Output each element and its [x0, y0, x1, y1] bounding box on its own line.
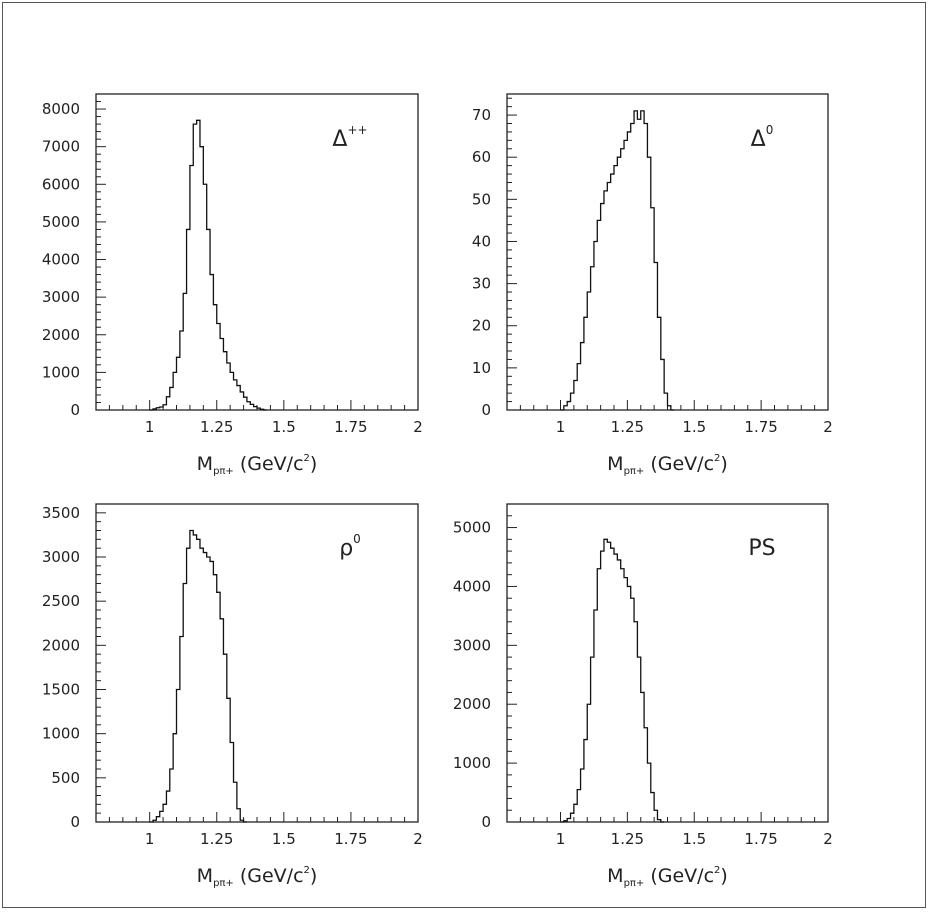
y-tick-label: 0	[70, 813, 80, 831]
y-tick-label: 3500	[42, 504, 80, 522]
x-tick-label: 1.75	[744, 830, 777, 848]
y-tick-label: 2000	[42, 636, 80, 654]
y-tick-label: 2500	[42, 592, 80, 610]
x-axis-label: Mpπ+ (GeV/c2)	[197, 865, 318, 889]
panel-3: 0 500 1000 1500 2000 2500 3000 3500 1 1.25 1.5 1.75…	[42, 503, 423, 889]
y-tick-label: 3000	[42, 288, 80, 306]
plot-frame	[95, 503, 419, 823]
y-tick-label: 3000	[42, 548, 80, 566]
y-tick-label: 5000	[42, 213, 80, 231]
y-tick-label: 1000	[42, 363, 80, 381]
y-tick-label: 8000	[42, 100, 80, 118]
histogram-series	[560, 538, 665, 823]
y-tick-label: 1000	[42, 725, 80, 743]
histogram-series	[149, 529, 247, 823]
panel-label: Δ0	[751, 123, 774, 152]
x-tick-label: 1	[145, 830, 155, 848]
y-tick-label: 3000	[453, 636, 491, 654]
x-tick-label: 2	[823, 830, 833, 848]
y-tick-label: 500	[51, 769, 80, 787]
x-tick-label: 1	[145, 418, 155, 436]
x-tick-label: 1.75	[744, 418, 777, 436]
y-tick-label: 4000	[453, 577, 491, 595]
x-tick-label: 1.25	[611, 830, 644, 848]
panel-2: 0 10 20 30 40 50 60 70 1 1.25 1.5 1.75 2 Δ0 Mpπ+ (GeV/…	[472, 93, 833, 477]
x-tick-label: 1.25	[200, 830, 233, 848]
x-tick-label: 2	[413, 418, 423, 436]
y-tick-label: 30	[472, 275, 491, 293]
x-tick-label: 1	[556, 830, 566, 848]
histogram-series	[149, 119, 268, 411]
x-axis-label: Mpπ+ (GeV/c2)	[197, 453, 318, 477]
x-tick-label: 1.5	[272, 418, 296, 436]
y-tick-label: 60	[472, 148, 491, 166]
x-tick-label: 1.25	[200, 418, 233, 436]
y-tick-label: 2000	[453, 695, 491, 713]
histogram-series	[560, 110, 675, 411]
x-tick-label: 1.5	[682, 830, 706, 848]
y-tick-label: 1000	[453, 754, 491, 772]
y-tick-label: 7000	[42, 138, 80, 156]
y-tick-label: 0	[70, 401, 80, 419]
panel-label: ρ0	[339, 532, 361, 561]
plot-frame	[506, 503, 829, 823]
x-tick-label: 2	[413, 830, 423, 848]
y-tick-label: 0	[481, 813, 491, 831]
x-tick-label: 1.75	[334, 418, 367, 436]
y-tick-label: 4000	[42, 251, 80, 269]
y-tick-label: 40	[472, 232, 491, 250]
x-tick-label: 1.25	[611, 418, 644, 436]
y-tick-label: 0	[481, 401, 491, 419]
x-tick-label: 1	[556, 418, 566, 436]
y-tick-label: 70	[472, 106, 491, 124]
x-tick-label: 1.5	[682, 418, 706, 436]
y-tick-label: 5000	[453, 519, 491, 537]
y-tick-label: 50	[472, 190, 491, 208]
panel-1: 0 1000 2000 3000 4000 5000 6000 7000 8000 1 1.25 1.…	[42, 93, 423, 477]
y-tick-label: 1500	[42, 681, 80, 699]
panel-label: Δ++	[332, 123, 367, 152]
x-tick-label: 1.75	[334, 830, 367, 848]
plot-frame	[95, 93, 419, 411]
y-tick-label: 10	[472, 359, 491, 377]
x-tick-label: 2	[823, 418, 833, 436]
x-axis-label: Mpπ+ (GeV/c2)	[607, 453, 728, 477]
y-tick-label: 6000	[42, 175, 80, 193]
panel-4: 0 1000 2000 3000 4000 5000 1 1.25 1.5 1.75 2 PS Mpπ+…	[453, 503, 833, 889]
plot-frame	[506, 93, 829, 411]
y-tick-label: 20	[472, 317, 491, 335]
x-axis-label: Mpπ+ (GeV/c2)	[607, 865, 728, 889]
panel-label: PS	[748, 536, 775, 561]
y-tick-label: 2000	[42, 326, 80, 344]
x-tick-label: 1.5	[272, 830, 296, 848]
